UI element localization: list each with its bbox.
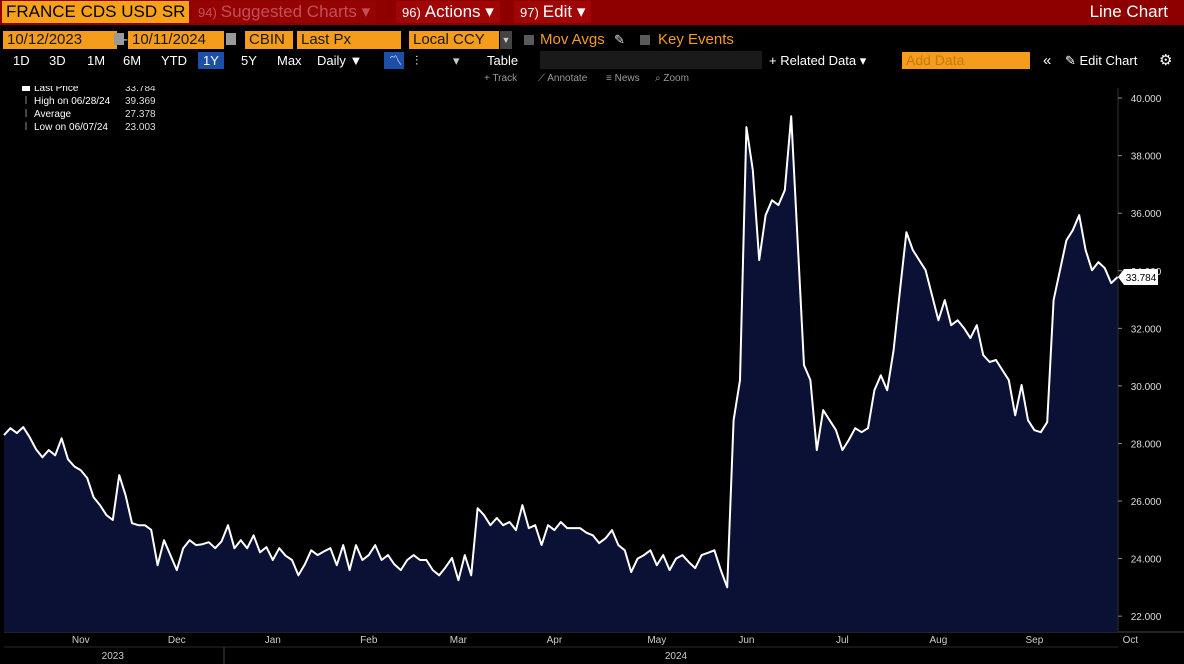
range-button[interactable]: 1D (13, 53, 30, 68)
line-chart-icon[interactable]: 〽 (384, 52, 404, 69)
tool-label: Annotate (547, 73, 588, 84)
y-tick-label: 40.000 (1131, 94, 1162, 105)
range-button[interactable]: 1M (87, 53, 106, 68)
x-year-label: 2024 (665, 651, 688, 662)
area-fill (4, 116, 1118, 632)
y-tick-label: 22.000 (1131, 612, 1162, 623)
pencil-icon[interactable]: ✎ (614, 32, 625, 47)
last-price-label: 33.784 (1126, 273, 1157, 284)
related-data-label: Related Data (780, 53, 857, 68)
currency-field[interactable]: Local CCY (409, 31, 499, 49)
tool-button[interactable]: + Track (484, 73, 518, 84)
tool-button[interactable]: ⌕ Zoom (655, 73, 689, 84)
legend-label: High on 06/28/24 (34, 96, 111, 107)
x-tick-label: Sep (1026, 635, 1044, 646)
y-tick-label: 28.000 (1131, 439, 1162, 450)
legend-value: 23.003 (125, 122, 156, 133)
x-tick-label: Mar (450, 635, 468, 646)
tool-label: Zoom (663, 73, 689, 84)
range-button[interactable]: YTD (161, 53, 187, 68)
legend-label: Last Price (34, 86, 79, 94)
y-tick-label: 30.000 (1131, 382, 1162, 393)
source-field[interactable]: CBIN (245, 31, 293, 49)
settings-icon[interactable]: ⚙ (1159, 52, 1173, 69)
currency-dropdown[interactable]: ▼ (500, 31, 512, 49)
chart: 22.00024.00026.00028.00030.00032.00034.0… (0, 86, 1184, 664)
view-name: Line Chart (1089, 2, 1168, 21)
x-tick-label: Oct (1123, 635, 1139, 646)
y-tick-label: 24.000 (1131, 555, 1162, 566)
legend-value: 27.378 (125, 109, 156, 120)
x-tick-label: Nov (72, 635, 90, 646)
frequency-label: Daily (317, 53, 346, 68)
price-field[interactable]: Last Px (297, 31, 401, 49)
x-tick-label: Apr (547, 635, 563, 646)
range-button[interactable]: 1Y (198, 52, 224, 69)
menu-item[interactable]: 96) Actions ▾ (396, 1, 500, 23)
y-tick-label: 26.000 (1131, 497, 1162, 508)
x-tick-label: May (647, 635, 666, 646)
x-tick-label: Aug (930, 635, 948, 646)
x-tick-label: Jul (836, 635, 849, 646)
x-tick-label: Dec (168, 635, 186, 646)
x-tick-label: Feb (360, 635, 378, 646)
edit-chart-button[interactable]: ✎ Edit Chart (1065, 53, 1138, 68)
tool-button[interactable]: ⟋ Annotate (538, 73, 588, 84)
legend-value: 39.369 (125, 96, 156, 107)
tool-label: Track (492, 73, 518, 84)
checkbox[interactable] (524, 35, 534, 45)
edit-chart-label: Edit Chart (1079, 53, 1138, 68)
date-separator: - (123, 31, 128, 48)
menu-label: Actions (424, 2, 481, 21)
x-tick-label: Jan (265, 635, 281, 646)
tool-label: News (614, 73, 640, 84)
menu-label: Suggested Charts (220, 2, 357, 21)
menu-key: 94) (198, 5, 217, 20)
price-line (3, 115, 1119, 589)
range-button[interactable]: 6M (123, 53, 142, 68)
y-tick-label: 32.000 (1131, 324, 1162, 335)
bar-chart-icon[interactable]: ⫶ (415, 53, 419, 68)
menu-key: 96) (402, 5, 421, 20)
table-button[interactable]: Table (487, 53, 519, 68)
menu-key: 97) (520, 5, 539, 20)
mov-avgs-label[interactable]: Mov Avgs (540, 31, 605, 48)
key-events-label[interactable]: Key Events (658, 31, 734, 48)
checkbox[interactable] (640, 35, 650, 45)
range-button[interactable]: Max (277, 53, 302, 68)
menu-item[interactable]: 97) Edit ▾ (514, 1, 592, 23)
collapse-button[interactable]: « (1043, 52, 1052, 69)
range-button[interactable]: 5Y (241, 53, 257, 68)
calendar-icon[interactable] (114, 33, 124, 45)
menu-item[interactable]: 94) Suggested Charts ▾ (192, 1, 377, 23)
tool-button[interactable]: ≡ News (606, 73, 640, 84)
add-data-field[interactable]: Add Data (902, 52, 1030, 69)
legend-label: Low on 06/07/24 (34, 122, 108, 133)
last-price-tag (1118, 268, 1158, 285)
x-year-label: 2023 (102, 651, 125, 662)
legend-value: 33.784 (125, 86, 156, 94)
y-tick-label: 36.000 (1131, 209, 1162, 220)
calendar-icon[interactable] (226, 33, 236, 45)
chart-type-dropdown[interactable]: ▾ (453, 53, 460, 68)
related-data-button[interactable]: + Related Data ▾ (769, 53, 867, 68)
toolbar-spacer (540, 51, 762, 69)
end-date[interactable]: 10/11/2024 (128, 31, 224, 49)
x-tick-label: Jun (738, 635, 754, 646)
security-name[interactable]: FRANCE CDS USD SR (2, 1, 190, 23)
range-button[interactable]: 3D (49, 53, 66, 68)
legend-label: Average (34, 109, 72, 120)
y-tick-label: 38.000 (1131, 152, 1162, 163)
menu-label: Edit (542, 2, 573, 21)
frequency-select[interactable]: Daily ▼ (317, 53, 363, 68)
start-date[interactable]: 10/12/2023 (3, 31, 117, 49)
legend-swatch (22, 86, 30, 91)
